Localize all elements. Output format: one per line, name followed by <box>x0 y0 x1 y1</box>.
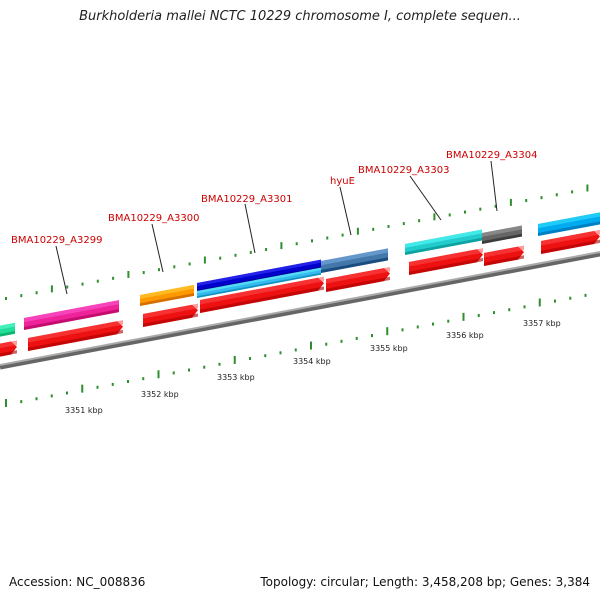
gene-a3301-secondary[interactable] <box>197 267 321 298</box>
gene-a3304-highlight <box>482 225 522 237</box>
gene-a3304[interactable] <box>482 225 522 244</box>
gene-a3303[interactable] <box>405 229 482 255</box>
kbp-label-3354: 3354 kbp <box>293 357 331 366</box>
rev-cds-7[interactable] <box>484 245 524 266</box>
gene-a3299-highlight <box>24 300 119 323</box>
kbp-label-3356: 3356 kbp <box>446 331 484 340</box>
gene-a3303-highlight <box>405 229 482 248</box>
rev-cds-8-highlight <box>541 229 600 246</box>
leader-line-a3301 <box>244 203 256 254</box>
feature-right-edge[interactable] <box>538 212 600 236</box>
feature-left-edge[interactable] <box>0 322 15 337</box>
rev-cds-6-shadow <box>409 257 483 275</box>
kbp-label-3351: 3351 kbp <box>65 406 103 415</box>
gene-a3300-shadow <box>140 293 194 306</box>
rev-cds-7-highlight <box>484 245 524 258</box>
gene-label-a3301[interactable]: BMA10229_A3301 <box>201 194 292 205</box>
rev-cds-3-shadow <box>143 313 198 327</box>
kbp-label-3352: 3352 kbp <box>141 390 179 399</box>
scale-tick-track <box>5 293 587 407</box>
gene-hyue-shadow <box>321 257 388 273</box>
rev-cds-4-highlight <box>200 276 324 305</box>
rev-cds-6-highlight <box>409 248 483 267</box>
rev-cds-4-shadow <box>200 286 324 313</box>
rev-cds-3[interactable] <box>143 303 198 327</box>
gene-a3303-shadow <box>405 237 482 255</box>
backbone <box>0 251 600 370</box>
gene-labels: BMA10229_A3299 BMA10229_A3300 BMA10229_A… <box>11 150 537 295</box>
forward-strand-track <box>0 212 600 337</box>
rev-cds-6[interactable] <box>409 248 483 275</box>
gene-label-a3304[interactable]: BMA10229_A3304 <box>446 150 537 161</box>
rev-cds-1-shadow <box>0 350 17 357</box>
rev-cds-8[interactable] <box>541 229 600 254</box>
rev-cds-5-shadow <box>326 276 390 292</box>
rev-cds-7-shadow <box>484 255 524 266</box>
leader-line-hyue <box>339 186 352 236</box>
rev-cds-1-highlight <box>0 340 17 349</box>
reverse-strand-track <box>0 229 600 357</box>
gene-a3299[interactable] <box>24 300 119 330</box>
feature-left-edge-highlight <box>0 322 15 330</box>
rev-cds-5[interactable] <box>326 266 390 292</box>
gene-a3299-shadow <box>24 309 119 330</box>
gene-a3300[interactable] <box>140 284 194 306</box>
rev-cds-3-highlight <box>143 303 198 319</box>
gene-label-a3299[interactable]: BMA10229_A3299 <box>11 235 102 246</box>
rev-cds-4[interactable] <box>200 276 324 313</box>
leader-line-a3303 <box>409 175 442 221</box>
gene-a3304-shadow <box>482 233 522 244</box>
gene-hyue-highlight <box>321 248 388 266</box>
rev-cds-2-highlight <box>28 320 123 343</box>
gene-label-a3303[interactable]: BMA10229_A3303 <box>358 165 449 176</box>
rev-cds-2[interactable] <box>28 320 123 351</box>
rev-cds-2-shadow <box>28 329 123 351</box>
gene-a3301-secondary-shadow <box>197 272 321 298</box>
gene-a3301-secondary-highlight <box>197 267 321 294</box>
map-title: Burkholderia mallei NCTC 10229 chromosom… <box>79 9 521 24</box>
gene-a3301-highlight <box>197 259 321 287</box>
gene-a3300-highlight <box>140 284 194 299</box>
accession-text: Accession: NC_008836 <box>9 575 146 589</box>
leader-line-a3304 <box>490 160 498 212</box>
topology-summary: Topology: circular; Length: 3,458,208 bp… <box>260 575 590 589</box>
kbp-label-3355: 3355 kbp <box>370 344 408 353</box>
feature-left-edge-shadow <box>0 331 15 337</box>
kbp-label-3353: 3353 kbp <box>217 373 255 382</box>
gene-label-hyue[interactable]: hyuE <box>330 176 355 187</box>
gene-label-a3300[interactable]: BMA10229_A3300 <box>108 213 199 224</box>
leader-line-a3299 <box>55 245 68 295</box>
feature-right-edge-highlight <box>538 212 600 229</box>
gene-hyue[interactable] <box>321 248 388 273</box>
feature-right-edge-shadow <box>538 221 600 236</box>
kbp-label-3357: 3357 kbp <box>523 319 561 328</box>
rev-cds-8-shadow <box>541 239 600 254</box>
rev-cds-1[interactable] <box>0 340 17 357</box>
outer-tick-track <box>5 184 589 300</box>
leader-line-a3300 <box>151 223 164 273</box>
scale-labels: 3351 kbp 3352 kbp 3353 kbp 3354 kbp 3355… <box>65 319 561 415</box>
rev-cds-5-highlight <box>326 266 390 284</box>
